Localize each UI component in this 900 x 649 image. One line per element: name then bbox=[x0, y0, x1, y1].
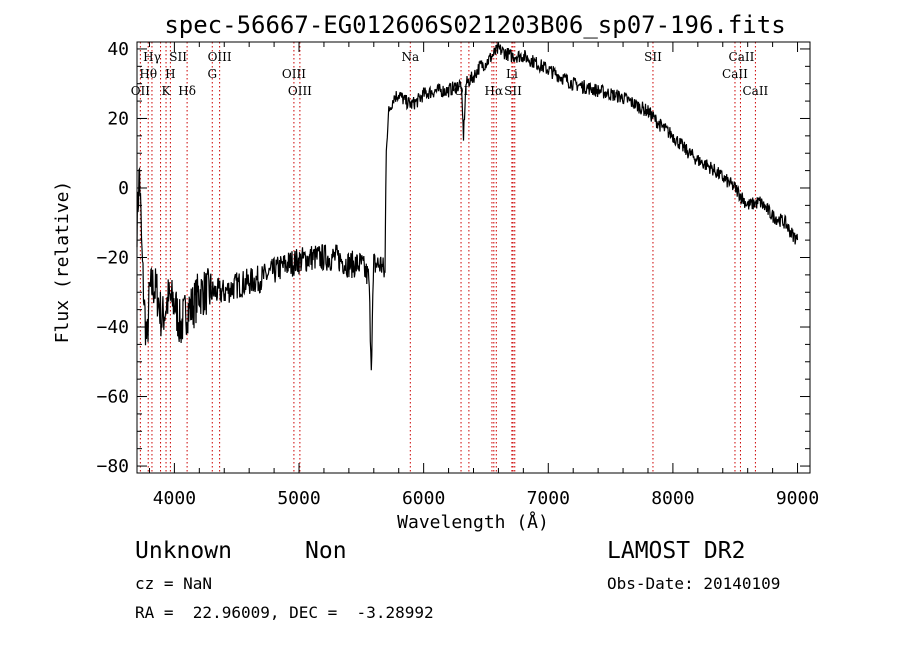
line-label: SII bbox=[169, 50, 187, 64]
x-axis: 4000 5000 6000 7000 8000 9000 bbox=[148, 42, 819, 509]
line-labels: Hγ SII OIII Na SII CaII Hθ H G OIII Li CaII OII K Hδ OI… bbox=[131, 50, 769, 98]
x-tick-label: 8000 bbox=[651, 488, 694, 509]
survey-label: LAMOST DR2 bbox=[607, 538, 746, 564]
line-label: Hα bbox=[485, 84, 504, 98]
y-tick-label: 20 bbox=[107, 108, 129, 129]
y-tick-label: −60 bbox=[96, 387, 129, 408]
y-tick-label: 0 bbox=[118, 178, 129, 199]
line-markers bbox=[139, 42, 756, 473]
x-tick-label: 5000 bbox=[277, 488, 320, 509]
y-axis-label: Flux (relative) bbox=[52, 181, 73, 344]
line-label: OIII bbox=[288, 84, 312, 98]
y-tick-label: −40 bbox=[96, 317, 129, 338]
y-tick-label: 40 bbox=[107, 39, 129, 60]
class-label: Unknown bbox=[135, 538, 232, 564]
obs-date-text: Obs-Date: 20140109 bbox=[607, 574, 781, 593]
y-tick-label: −80 bbox=[96, 456, 129, 477]
coordinates-text: RA = 22.96009, DEC = -3.28992 bbox=[135, 603, 434, 622]
line-label: H bbox=[165, 67, 175, 81]
spectrum-line bbox=[136, 42, 799, 371]
redshift-text: cz = NaN bbox=[135, 574, 213, 593]
line-label: OII bbox=[131, 84, 151, 98]
chart-title: spec-56667-EG012606S021203B06_sp07-196.f… bbox=[164, 11, 785, 39]
line-label: Hγ bbox=[143, 50, 161, 64]
line-label: K bbox=[162, 84, 172, 98]
line-label: Hδ bbox=[178, 84, 196, 98]
line-label: OIII bbox=[282, 67, 306, 81]
x-tick-label: 9000 bbox=[776, 488, 819, 509]
line-label: SII bbox=[644, 50, 662, 64]
plot-frame bbox=[136, 41, 811, 474]
subclass-label: Non bbox=[305, 538, 347, 564]
x-axis-label: Wavelength (Å) bbox=[397, 511, 549, 533]
line-label: G bbox=[207, 67, 217, 81]
line-label: Hθ bbox=[139, 67, 157, 81]
line-label: CaII bbox=[729, 50, 755, 64]
y-axis: 40 20 0 −20 −40 −60 −80 bbox=[96, 39, 810, 477]
line-label: CaII bbox=[742, 84, 768, 98]
line-label: SII bbox=[504, 84, 522, 98]
line-label: Na bbox=[401, 50, 419, 64]
line-label: Li bbox=[506, 67, 518, 81]
x-tick-label: 4000 bbox=[153, 488, 196, 509]
line-label: OIII bbox=[208, 50, 232, 64]
x-tick-label: 7000 bbox=[527, 488, 570, 509]
y-tick-label: −20 bbox=[96, 248, 129, 269]
x-tick-label: 6000 bbox=[402, 488, 445, 509]
line-label: CaII bbox=[722, 67, 748, 81]
